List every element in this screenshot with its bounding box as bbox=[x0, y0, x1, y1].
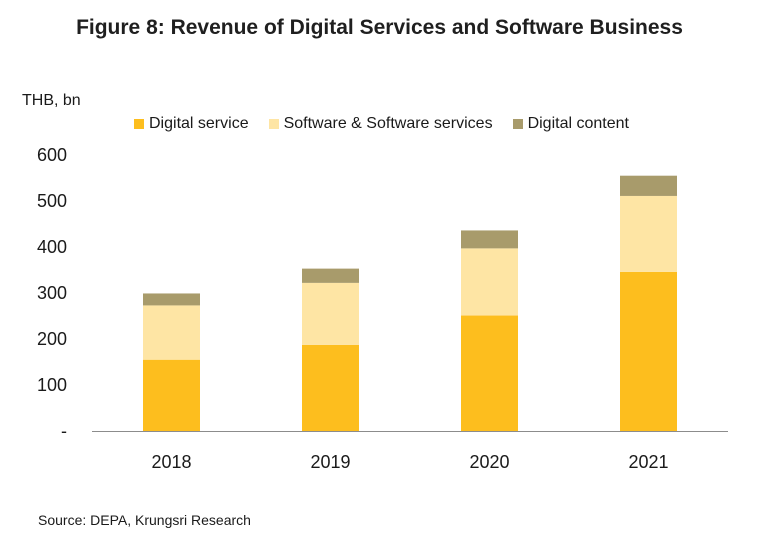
bar-2020-series-1 bbox=[461, 248, 518, 316]
bar-2019-series-2 bbox=[302, 268, 359, 283]
y-tick-label-400: 400 bbox=[37, 237, 67, 257]
bar-2018-series-1 bbox=[143, 305, 200, 360]
y-axis-unit-label: THB, bn bbox=[22, 92, 81, 109]
legend-swatch-digital-content bbox=[512, 119, 523, 129]
bar-2020-series-0 bbox=[461, 315, 518, 431]
bar-2018-series-2 bbox=[143, 293, 200, 306]
source-note: Source: DEPA, Krungsri Research bbox=[38, 512, 251, 528]
y-tick-label-500: 500 bbox=[37, 191, 67, 211]
bar-2019-series-0 bbox=[302, 344, 359, 431]
legend-item-software-services: Software & Software services bbox=[268, 115, 493, 133]
y-tick-label-0: - bbox=[61, 421, 67, 441]
x-tick-label-2020: 2020 bbox=[469, 452, 509, 472]
bar-2021-series-0 bbox=[620, 271, 677, 431]
y-tick-label-300: 300 bbox=[37, 283, 67, 303]
legend: Digital service Software & Software serv… bbox=[134, 115, 649, 133]
x-tick-label-2021: 2021 bbox=[628, 452, 668, 472]
bar-2021-series-1 bbox=[620, 195, 677, 272]
x-tick-label-2019: 2019 bbox=[310, 452, 350, 472]
bar-2018-series-0 bbox=[143, 359, 200, 431]
bar-2019-series-1 bbox=[302, 282, 359, 345]
legend-label-digital-service: Digital service bbox=[149, 115, 249, 132]
x-tick-label-2018: 2018 bbox=[151, 452, 191, 472]
legend-label-software-services: Software & Software services bbox=[283, 115, 493, 132]
y-tick-label-100: 100 bbox=[37, 375, 67, 395]
bar-2020-series-2 bbox=[461, 230, 518, 249]
chart-title: Figure 8: Revenue of Digital Services an… bbox=[76, 16, 683, 39]
bar-2021-series-2 bbox=[620, 175, 677, 196]
legend-swatch-digital-service bbox=[134, 119, 144, 129]
legend-label-digital-content: Digital content bbox=[527, 115, 629, 132]
y-tick-label-600: 600 bbox=[37, 145, 67, 165]
y-tick-label-200: 200 bbox=[37, 329, 67, 349]
legend-item-digital-service: Digital service bbox=[134, 115, 249, 133]
legend-item-digital-content: Digital content bbox=[512, 115, 629, 133]
legend-swatch-software-services bbox=[268, 119, 279, 129]
